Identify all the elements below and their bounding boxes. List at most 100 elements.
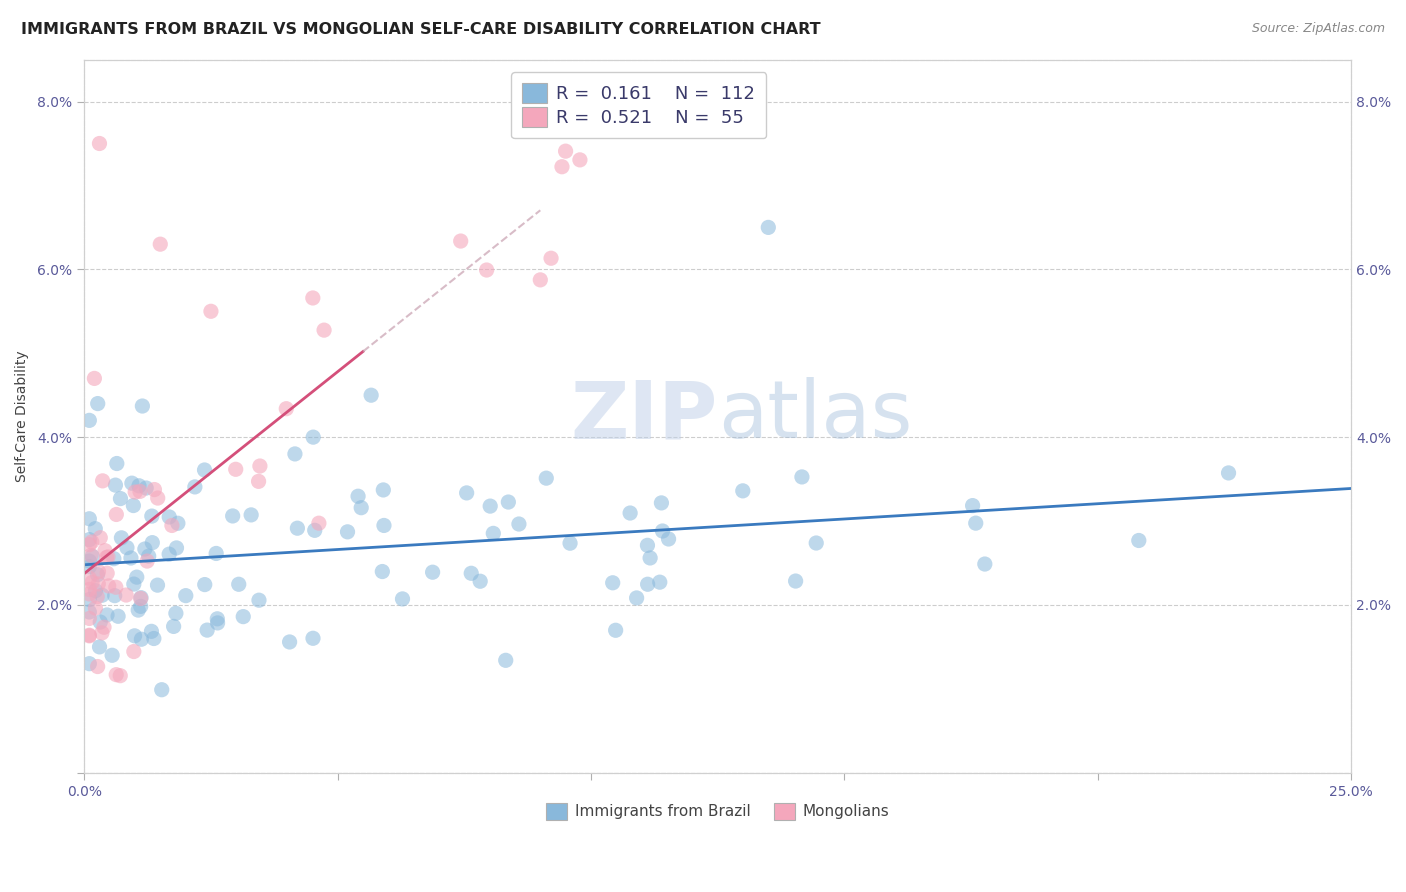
Point (287, 521, 309, 535)
Point (79, 554, 101, 568)
Point (756, 220, 779, 235)
Point (221, 508, 243, 523)
Point (498, 495, 520, 509)
Point (456, 486, 478, 500)
Point (107, 609, 129, 624)
Point (193, 463, 215, 477)
Point (134, 541, 156, 556)
Point (785, 574, 807, 588)
Point (790, 470, 813, 484)
Point (143, 483, 166, 497)
Point (87, 577, 110, 591)
Point (165, 607, 187, 621)
Point (482, 526, 505, 541)
Point (228, 577, 250, 591)
Point (129, 484, 152, 499)
Point (626, 591, 648, 605)
Point (150, 682, 173, 697)
Point (79, 538, 101, 552)
Point (205, 546, 228, 560)
Point (284, 447, 307, 461)
Point (105, 508, 128, 522)
Point (94, 543, 117, 558)
Point (605, 624, 627, 638)
Point (122, 499, 145, 513)
Point (162, 619, 184, 633)
Point (225, 462, 247, 476)
Point (141, 535, 163, 549)
Y-axis label: Self-Care Disability: Self-Care Disability (15, 351, 30, 482)
Point (96, 566, 118, 581)
Point (103, 551, 125, 566)
Point (91, 588, 114, 602)
Point (96, 607, 118, 622)
Point (93, 620, 115, 634)
Point (568, 153, 591, 167)
Point (105, 667, 128, 681)
Point (638, 551, 661, 566)
Point (312, 323, 335, 337)
Point (84, 522, 107, 536)
Point (276, 401, 298, 416)
Point (619, 506, 641, 520)
Point (79, 587, 101, 601)
Point (166, 541, 188, 555)
Point (554, 144, 576, 158)
Point (79, 628, 101, 642)
Point (301, 291, 323, 305)
Point (194, 577, 217, 591)
Point (247, 475, 270, 489)
Point (650, 496, 672, 510)
Point (89, 136, 111, 151)
Point (86, 590, 108, 604)
Point (124, 485, 146, 500)
Point (302, 430, 325, 444)
Point (138, 549, 160, 563)
Point (125, 570, 148, 584)
Point (149, 237, 172, 252)
Point (174, 589, 197, 603)
Point (89, 640, 111, 654)
Point (195, 623, 218, 637)
Point (87, 565, 110, 579)
Point (131, 399, 153, 413)
Point (184, 480, 207, 494)
Point (128, 479, 150, 493)
Point (122, 577, 145, 591)
Point (302, 632, 325, 646)
Point (648, 575, 671, 590)
Point (115, 588, 138, 602)
Point (97, 549, 120, 564)
Point (129, 599, 152, 614)
Point (135, 481, 157, 495)
Point (146, 578, 169, 592)
Point (965, 516, 987, 530)
Point (80, 535, 103, 549)
Point (1218, 466, 1240, 480)
Point (86, 567, 108, 582)
Legend: Immigrants from Brazil, Mongolians: Immigrants from Brazil, Mongolians (540, 797, 896, 826)
Point (79, 657, 101, 671)
Point (962, 499, 984, 513)
Point (80, 548, 103, 562)
Point (460, 566, 482, 581)
Point (806, 536, 828, 550)
Point (157, 510, 180, 524)
Point (470, 574, 492, 589)
Point (79, 592, 101, 607)
Point (136, 554, 159, 568)
Text: ZIP: ZIP (571, 377, 717, 455)
Point (91, 474, 114, 488)
Point (602, 575, 624, 590)
Point (79, 611, 101, 625)
Point (124, 629, 146, 643)
Point (637, 577, 659, 591)
Point (304, 524, 326, 538)
Point (475, 263, 498, 277)
Point (636, 538, 658, 552)
Point (308, 516, 330, 531)
Point (249, 458, 271, 473)
Point (89, 615, 111, 629)
Point (97, 579, 120, 593)
Point (141, 624, 163, 639)
